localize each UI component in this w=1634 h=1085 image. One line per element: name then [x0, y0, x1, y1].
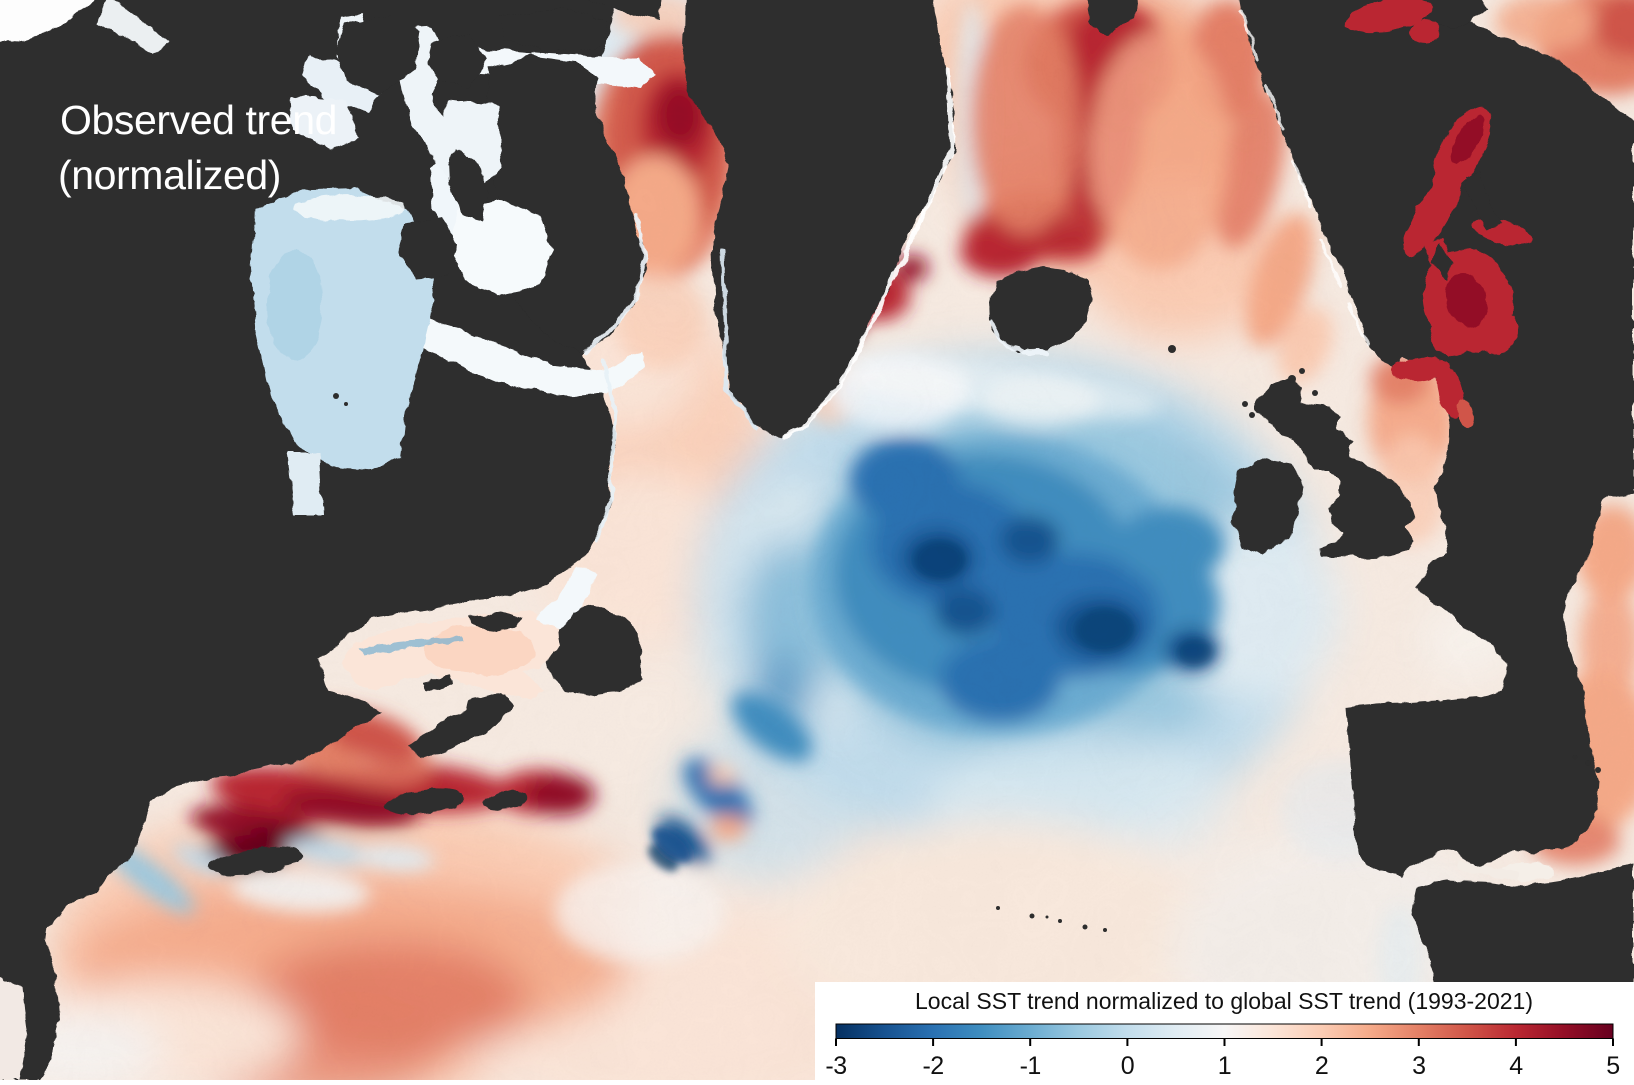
svg-text:1: 1 [1218, 1052, 1231, 1080]
svg-text:2: 2 [1315, 1052, 1328, 1080]
svg-text:(normalized): (normalized) [58, 152, 281, 198]
svg-text:3: 3 [1412, 1052, 1425, 1080]
svg-text:-2: -2 [922, 1052, 943, 1080]
svg-text:Local SST trend normalized to: Local SST trend normalized to global SST… [915, 988, 1533, 1014]
svg-text:Observed trend: Observed trend [60, 97, 337, 143]
svg-text:-3: -3 [825, 1052, 846, 1080]
svg-text:4: 4 [1509, 1052, 1523, 1080]
svg-text:0: 0 [1121, 1052, 1134, 1080]
svg-text:5: 5 [1606, 1052, 1619, 1080]
svg-text:-1: -1 [1020, 1052, 1041, 1080]
